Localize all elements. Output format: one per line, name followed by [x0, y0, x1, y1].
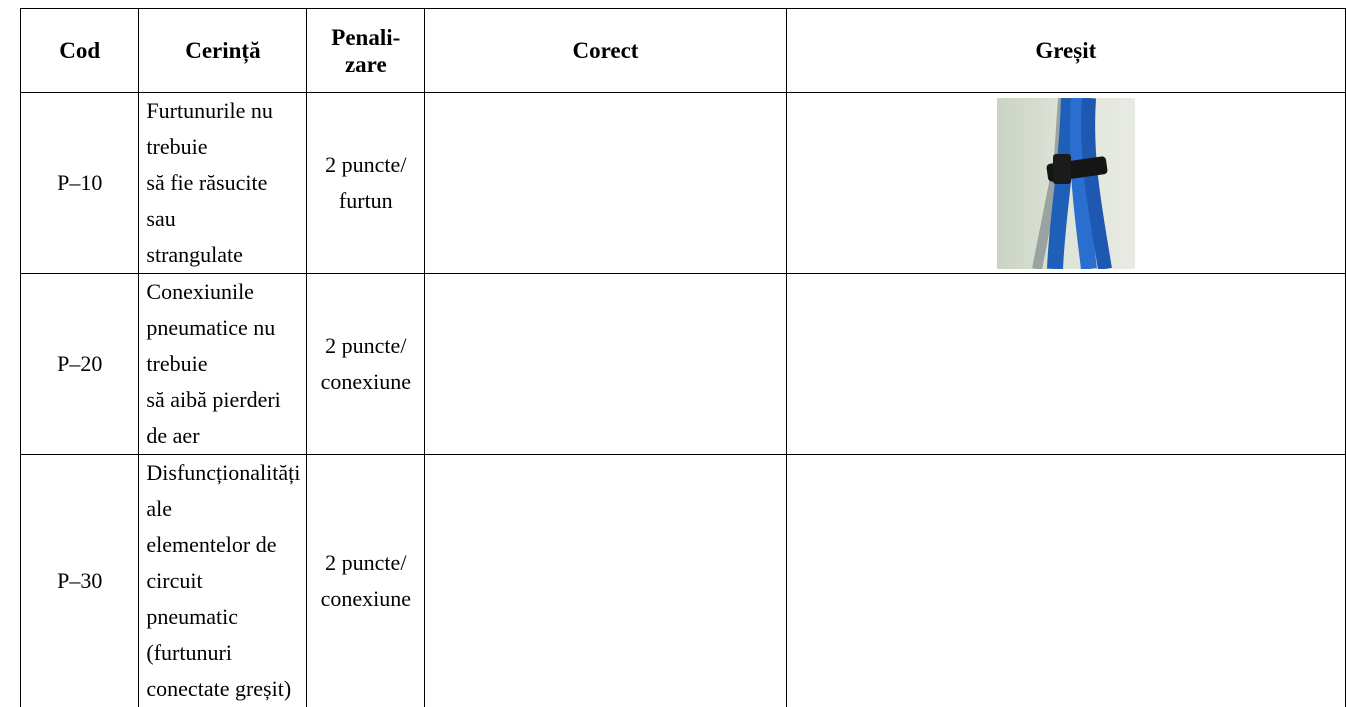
line: conexiune [321, 586, 411, 611]
page: Cod Cerință Penali-zare Corect Greșit P–… [0, 0, 1346, 594]
header-line: zare [345, 52, 387, 77]
wrong-cell [786, 93, 1345, 274]
line: pneumatice nu trebuie [146, 315, 275, 376]
code-cell: P–10 [21, 93, 139, 274]
line: Furtunurile nu trebuie [146, 98, 273, 159]
line: furtun [339, 188, 393, 213]
header-cell: Cod [21, 9, 139, 93]
row: P–10 Furtunurile nu trebuie să fie răsuci… [21, 93, 1346, 274]
line: 2 puncte/ [325, 333, 406, 358]
line: Disfuncționalități ale [146, 460, 300, 521]
line: 2 puncte/ [325, 550, 406, 575]
header-cell: Cerință [139, 9, 307, 93]
correct-cell [425, 93, 786, 274]
line: strangulate [146, 242, 243, 267]
line: conectate greșit) [146, 676, 291, 701]
header-row: Cod Cerință Penali-zare Corect Greșit [21, 9, 1346, 93]
header-cell: Greșit [786, 9, 1345, 93]
wrong-cell [786, 274, 1345, 455]
correct-cell [425, 455, 786, 707]
hose-photo [997, 98, 1135, 269]
requirement-cell: Furtunurile nu trebuie să fie răsucite sa… [139, 93, 307, 274]
requirement-cell: Conexiunile pneumatice nu trebuie să aibă … [139, 274, 307, 455]
line: elementelor de circuit [146, 532, 276, 593]
penalty-cell: 2 puncte/conexiune [307, 455, 425, 707]
line: Conexiunile [146, 279, 254, 304]
line: 2 puncte/ [325, 152, 406, 177]
wrong-cell [786, 455, 1345, 707]
line: să aibă pierderi de aer [146, 387, 280, 448]
row: P–20 Conexiunile pneumatice nu trebuie să … [21, 274, 1346, 455]
requirement-cell: Disfuncționalități ale elementelor de cir… [139, 455, 307, 707]
header-line: Penali- [331, 25, 400, 50]
line: conexiune [321, 369, 411, 394]
penalty-table: Cod Cerință Penali-zare Corect Greșit P–… [20, 8, 1346, 707]
header-cell: Penali-zare [307, 9, 425, 93]
code-cell: P–20 [21, 274, 139, 455]
penalty-cell: 2 puncte/conexiune [307, 274, 425, 455]
line: pneumatic (furtunuri [146, 604, 238, 665]
penalty-cell: 2 puncte/furtun [307, 93, 425, 274]
line: să fie răsucite sau [146, 170, 267, 231]
correct-cell [425, 274, 786, 455]
header-cell: Corect [425, 9, 786, 93]
code-cell: P–30 [21, 455, 139, 707]
row: P–30 Disfuncționalități ale elementelor d… [21, 455, 1346, 707]
